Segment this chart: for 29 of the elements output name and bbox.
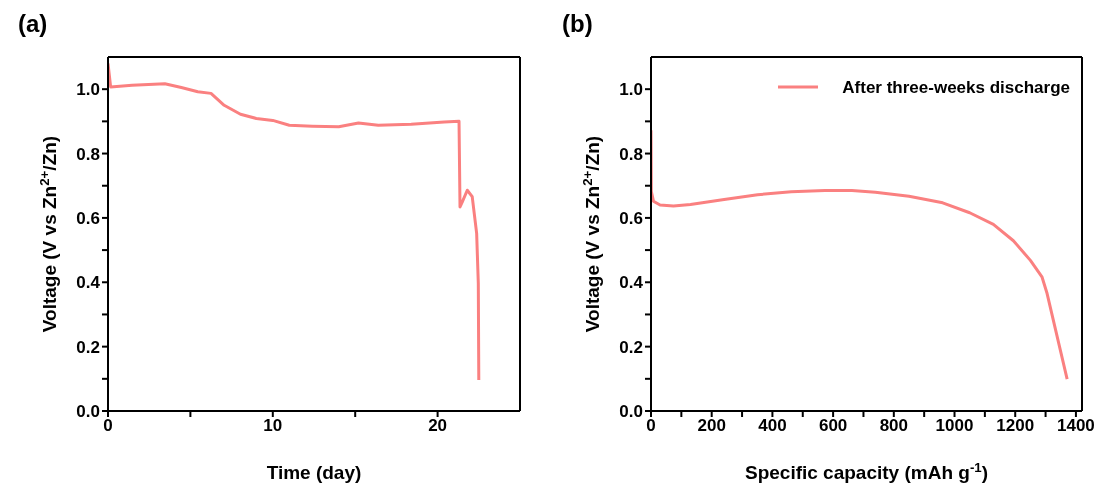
x-tick-label: 10 <box>263 416 283 436</box>
x-tick-label: 20 <box>428 416 448 436</box>
x-tick-label: 200 <box>697 416 726 436</box>
y-tick-label: 0.2 <box>619 337 643 357</box>
y-tick-label: 0.2 <box>76 337 100 357</box>
x-tick-label: 0 <box>103 416 113 436</box>
y-tick-label: 0.4 <box>619 273 644 293</box>
x-tick-label: 600 <box>818 416 848 436</box>
x-tick-label: 0 <box>646 416 656 436</box>
x-tick-label: 400 <box>758 416 787 436</box>
x-axis-title: Specific capacity (mAh g$^{-1}$) <box>744 459 989 483</box>
line-series <box>108 61 481 382</box>
y-tick-label: 0.0 <box>76 402 100 422</box>
x-axis-title: Time (day) <box>266 462 362 483</box>
x-tick-label: 1000 <box>935 416 974 436</box>
y-tick-label: 1.0 <box>619 80 643 100</box>
y-tick-label: 0.8 <box>76 144 100 164</box>
x-tick-label: 1400 <box>1057 416 1095 436</box>
y-tick-label: 1.0 <box>76 80 100 100</box>
y-tick-label: 0.6 <box>76 208 100 228</box>
y-tick-label: 0.6 <box>619 208 643 228</box>
chart-title: (b) <box>562 10 593 38</box>
x-tick-label: 1200 <box>996 416 1035 436</box>
y-tick-label: 0.4 <box>76 273 101 293</box>
legend-label: After three-weeks discharge <box>842 77 1070 97</box>
x-tick-label: 800 <box>879 416 908 436</box>
y-tick-label: 0.8 <box>619 144 643 164</box>
y-tick-label: 0.0 <box>619 402 643 422</box>
chart-title: (a) <box>18 10 48 38</box>
